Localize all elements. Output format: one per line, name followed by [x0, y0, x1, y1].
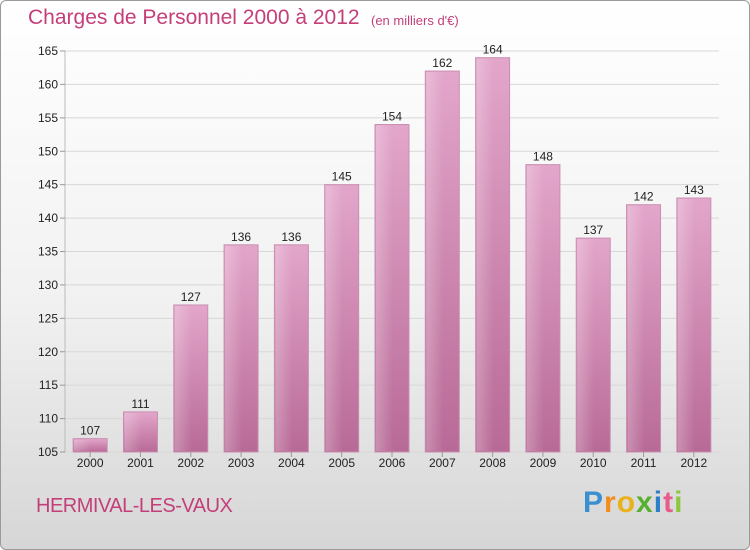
bar-highlight	[124, 412, 142, 451]
bar-highlight	[275, 245, 293, 451]
chart-subtitle: (en milliers d'€)	[371, 13, 459, 28]
bars: 107 111 127 136 136 145 154 162 164 148 137 142 143	[72, 43, 712, 453]
y-tick-label: 160	[38, 77, 58, 91]
logo-letter: i	[674, 486, 684, 519]
y-axis: 105 110 115 120 125 130 135 140 145 150 155 160 165	[38, 44, 66, 459]
x-tick-label: 2004	[278, 456, 305, 470]
y-tick-label: 105	[38, 445, 58, 459]
y-tick-label: 140	[38, 211, 58, 225]
x-tick-label: 2001	[127, 456, 154, 470]
bar-highlight	[74, 439, 92, 451]
chart-title: Charges de Personnel 2000 à 2012	[28, 6, 360, 29]
data-label: 136	[231, 230, 251, 244]
bar-highlight	[225, 245, 243, 451]
y-tick-label: 145	[38, 178, 58, 192]
x-tick-label: 2009	[530, 456, 557, 470]
x-tick-label: 2008	[479, 456, 506, 470]
data-label: 136	[281, 230, 301, 244]
data-label: 127	[181, 290, 201, 304]
x-tick-label: 2003	[228, 456, 255, 470]
bar-highlight	[526, 165, 544, 451]
proxiti-logo: Proxiti	[583, 486, 683, 520]
bar-highlight	[677, 199, 695, 451]
y-tick-label: 115	[39, 378, 58, 392]
commune-name: HERMIVAL-LES-VAUX	[36, 495, 233, 517]
x-tick-label: 2011	[631, 456, 657, 470]
logo-letter: x	[636, 486, 654, 519]
data-label: 142	[634, 190, 654, 204]
logo-letter: o	[616, 486, 637, 519]
y-tick-label: 165	[38, 44, 58, 58]
y-tick-label: 135	[38, 245, 58, 259]
data-label: 107	[80, 424, 100, 438]
logo-letter: t	[663, 486, 675, 519]
x-tick-label: 2005	[328, 456, 355, 470]
logo-letter: r	[604, 486, 617, 519]
x-tick-label: 2002	[177, 456, 204, 470]
bar-highlight	[174, 305, 192, 451]
bar-highlight	[577, 239, 595, 451]
x-tick-label: 2007	[429, 456, 456, 470]
y-tick-label: 120	[38, 345, 58, 359]
logo-letter: i	[653, 486, 664, 519]
bar-highlight	[325, 185, 343, 451]
x-tick-label: 2010	[580, 456, 607, 470]
x-axis: 2000 2001 2002 2003 2004 2005 2006 2007 2008 2009…	[77, 452, 708, 470]
bar-highlight	[627, 205, 645, 451]
data-label: 137	[583, 223, 603, 237]
y-tick-label: 130	[38, 278, 58, 292]
bar-highlight	[426, 72, 444, 452]
data-label: 143	[684, 183, 704, 197]
data-label: 111	[131, 397, 150, 411]
data-label: 145	[332, 170, 352, 184]
data-label: 154	[382, 110, 402, 124]
data-label: 162	[432, 56, 452, 70]
y-tick-label: 110	[39, 412, 58, 426]
data-label: 148	[533, 150, 553, 164]
y-tick-label: 125	[38, 311, 58, 325]
x-tick-label: 2012	[680, 456, 707, 470]
y-tick-label: 150	[38, 144, 58, 158]
x-tick-label: 2006	[379, 456, 406, 470]
x-tick-label: 2000	[77, 456, 104, 470]
logo-letter: P	[583, 486, 605, 519]
data-label: 164	[483, 43, 503, 57]
bar-highlight	[476, 58, 494, 451]
y-tick-label: 155	[38, 111, 58, 125]
bar-highlight	[376, 125, 393, 452]
